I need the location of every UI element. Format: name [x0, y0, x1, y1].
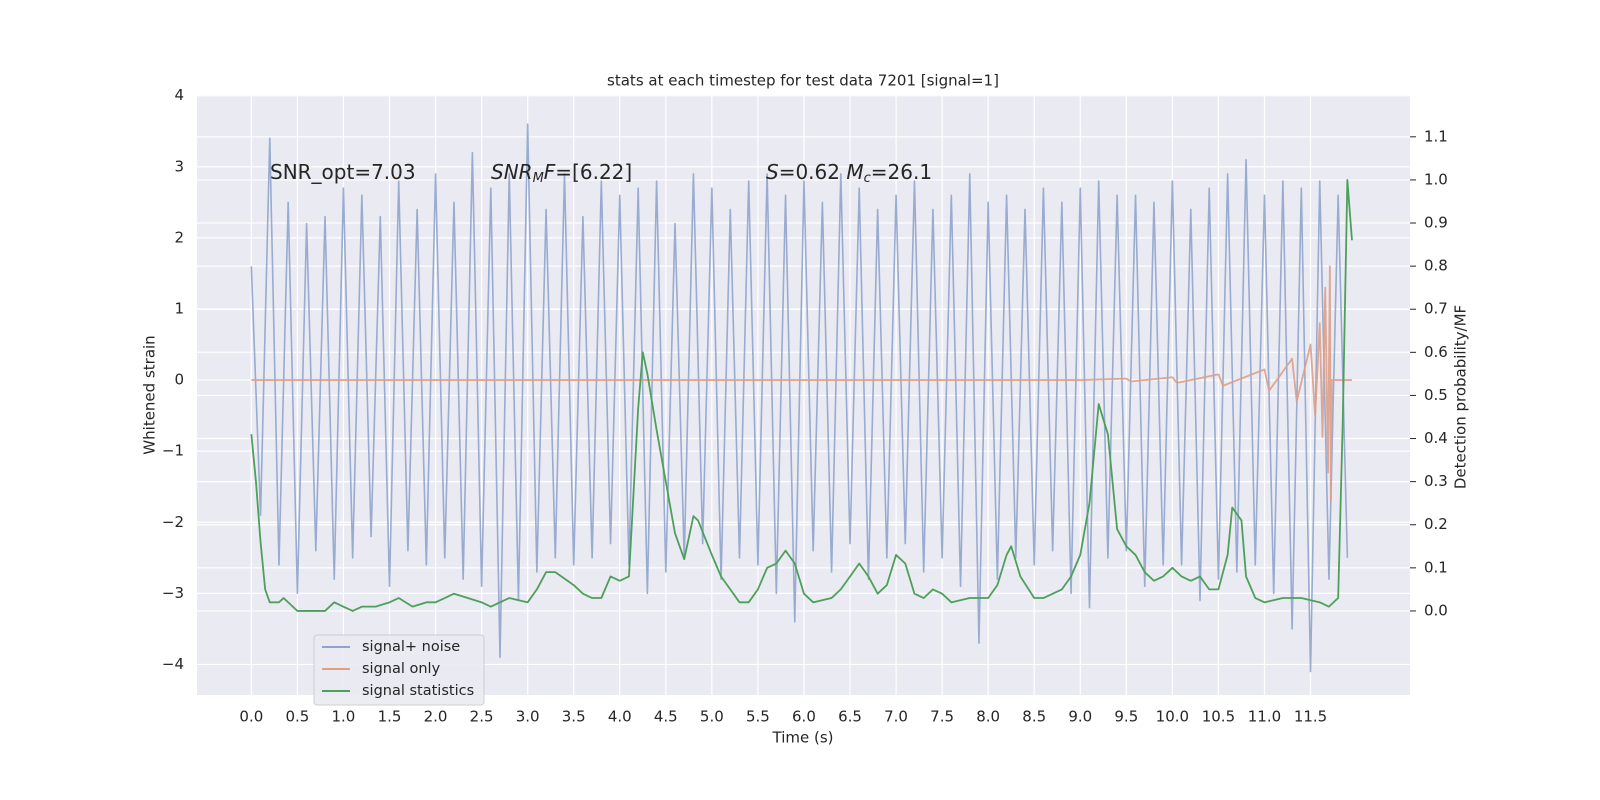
x-tick-label: 4.0 — [608, 708, 632, 726]
y2-tick-label: 0.7 — [1424, 300, 1448, 318]
legend-box — [313, 634, 485, 706]
y-tick-label: 3 — [174, 157, 184, 175]
x-tick-label: 10.5 — [1202, 708, 1235, 726]
annotation: S=0.62 Mc=26.1 — [766, 160, 932, 186]
x-tick-label: 2.0 — [424, 708, 448, 726]
x-tick-label: 7.0 — [884, 708, 908, 726]
x-tick-label: 0.0 — [239, 708, 263, 726]
x-tick-label: 5.0 — [700, 708, 724, 726]
y2-tick-label: 1.0 — [1424, 170, 1448, 188]
y-tick-label: −4 — [162, 655, 184, 673]
x-tick-label: 2.5 — [470, 708, 494, 726]
x-tick-label: 7.5 — [930, 708, 954, 726]
x-tick-label: 9.5 — [1114, 708, 1138, 726]
x-tick-label: 11.0 — [1248, 708, 1281, 726]
x-tick-label: 4.5 — [654, 708, 678, 726]
annotation-part: =0.62 — [779, 160, 847, 184]
legend-label: signal only — [362, 661, 441, 677]
series-line — [250, 179, 1353, 612]
x-tick-label: 11.5 — [1294, 708, 1327, 726]
annotation-part: S — [766, 160, 779, 184]
y2-tick-label: 0.0 — [1424, 601, 1448, 619]
x-tick-label: 1.5 — [378, 708, 402, 726]
y-tick-label: −3 — [162, 584, 184, 602]
y2-tick-label: 1.1 — [1424, 127, 1448, 145]
x-tick-label: 1.0 — [332, 708, 356, 726]
plot — [250, 123, 1353, 673]
x-axis-label: Time (s) — [772, 729, 834, 747]
series-line — [250, 123, 1349, 673]
annotation: SNR_opt=7.03 — [270, 160, 416, 184]
annotation-part: M — [533, 171, 544, 186]
annotation-part: =[6.22] — [555, 160, 632, 184]
y2-tick-label: 0.3 — [1424, 472, 1448, 490]
y2-axis-label: Detection probability/MF — [1452, 305, 1470, 489]
x-tick-label: 6.5 — [838, 708, 862, 726]
y-tick-label: 1 — [174, 299, 184, 317]
y2-tick-label: 0.9 — [1424, 214, 1448, 232]
y2-tick-label: 0.2 — [1424, 515, 1448, 533]
annotation-part: M — [846, 160, 863, 184]
series-line — [251, 265, 1352, 502]
annotation-part: c — [864, 171, 871, 186]
labels: 0.0 0.5 1.0 1.5 2.0 2.5 3.0 3.5 4.0 4.5 5.0 5.5 6.0 6… — [162, 86, 1448, 725]
y2-tick-label: 0.5 — [1424, 386, 1448, 404]
x-tick-label: 8.0 — [976, 708, 1000, 726]
annotation-part: SNR — [491, 160, 533, 184]
x-tick-label: 0.5 — [285, 708, 309, 726]
y2-tick-label: 0.4 — [1424, 429, 1448, 447]
legend-label: signal+ noise — [362, 639, 460, 655]
annotation-part: F — [544, 160, 556, 184]
legend-label: signal statistics — [362, 683, 474, 699]
y-axis-label: Whitened strain — [141, 335, 159, 454]
y-tick-label: −2 — [162, 513, 184, 531]
x-tick-label: 8.5 — [1022, 708, 1046, 726]
x-tick-label: 3.5 — [562, 708, 586, 726]
x-tick-label: 6.0 — [792, 708, 816, 726]
annotation-part: SNR_opt=7.03 — [270, 160, 416, 184]
y-tick-label: 4 — [174, 86, 184, 104]
chart-title: stats at each timestep for test data 720… — [607, 72, 999, 90]
annotation-part: =26.1 — [871, 160, 932, 184]
x-tick-label: 10.0 — [1156, 708, 1189, 726]
y-tick-label: 0 — [174, 371, 184, 389]
x-tick-label: 3.0 — [516, 708, 540, 726]
y2-tick-label: 0.8 — [1424, 257, 1448, 275]
y-tick-label: −1 — [162, 442, 184, 460]
y2-tick-label: 0.1 — [1424, 558, 1448, 576]
y2-tick-label: 0.6 — [1424, 343, 1448, 361]
x-tick-label: 5.5 — [746, 708, 770, 726]
x-tick-label: 9.0 — [1068, 708, 1092, 726]
y-tick-label: 2 — [174, 228, 184, 246]
annotation: SNRMF=[6.22] — [491, 160, 632, 186]
